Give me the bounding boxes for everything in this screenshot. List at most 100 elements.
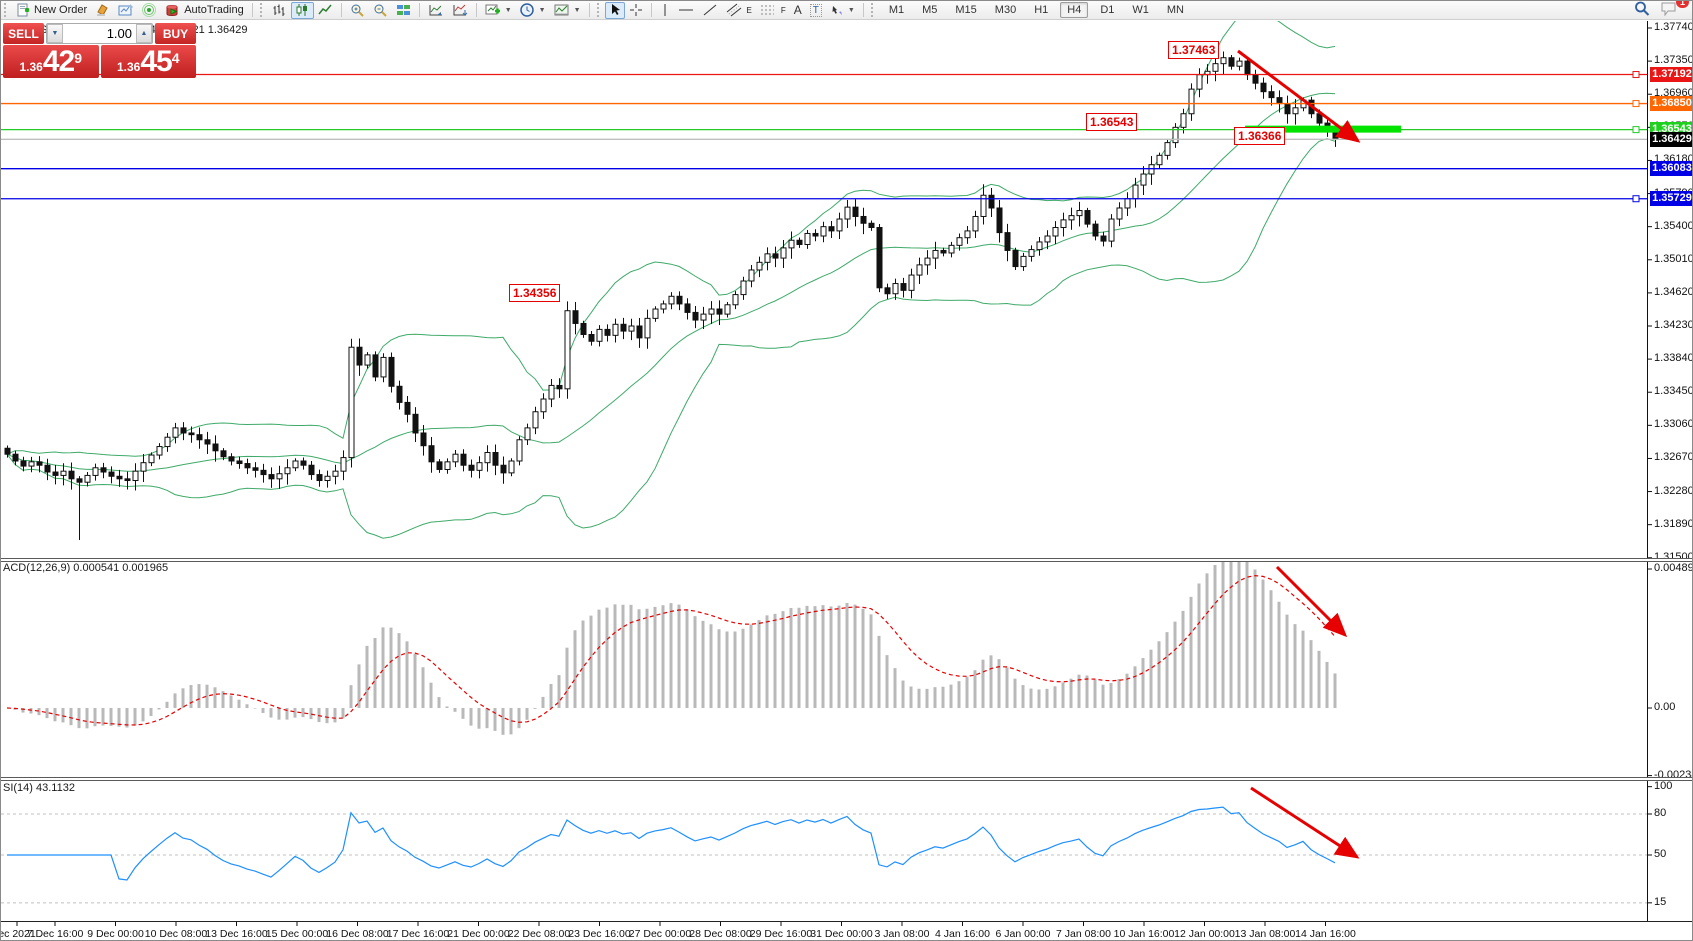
publish-chart-button[interactable] <box>114 2 138 19</box>
price-annotation-1.34356[interactable]: 1.34356 <box>509 284 561 302</box>
green-support-zone[interactable] <box>1245 125 1401 133</box>
price-annotation-1.37463[interactable]: 1.37463 <box>1168 41 1220 59</box>
templates-button[interactable]: ▼ <box>550 2 585 19</box>
time-label: 3 Jan 08:00 <box>874 928 930 940</box>
trend-arrow-rsi[interactable] <box>1250 786 1360 859</box>
buy-price-display[interactable]: 1.36 45 4 <box>100 45 196 78</box>
publish-chart-icon <box>118 3 134 17</box>
price-tick: 1.37350 <box>1654 54 1693 67</box>
zoom-in-button[interactable] <box>346 2 369 19</box>
zoom-out-button[interactable] <box>369 2 392 19</box>
timeframe-mn[interactable]: MN <box>1166 4 1184 16</box>
volume-increase-button[interactable]: ▲ <box>136 24 152 43</box>
arrows-caret[interactable]: ▼ <box>847 6 855 14</box>
fibo-letter: F <box>780 5 786 15</box>
trendline-button[interactable] <box>698 2 722 19</box>
notification-count-badge: 1 <box>1675 1 1689 8</box>
price-tick: 1.32280 <box>1654 484 1693 497</box>
price-tick: 1.35400 <box>1654 219 1693 232</box>
autotrading-icon <box>165 3 181 17</box>
period-caret[interactable]: ▼ <box>538 6 546 14</box>
buy-price-big: 45 <box>140 45 172 78</box>
timeframe-m1[interactable]: M1 <box>888 4 905 16</box>
autotrading-button[interactable]: AutoTrading <box>161 2 248 19</box>
add-chart-caret[interactable]: ▼ <box>504 6 512 14</box>
search-icon[interactable] <box>1634 1 1650 19</box>
trend-arrow-macd[interactable] <box>1275 565 1348 638</box>
highlight-button[interactable] <box>91 2 114 19</box>
equidistant-channel-button[interactable]: E <box>722 2 756 19</box>
fibonacci-button[interactable]: F <box>756 2 790 19</box>
timeframe-toolbar: M1 M5 M15 M30 H1 H4 D1 W1 MN <box>879 2 1194 18</box>
timeframe-h1[interactable]: H1 <box>1034 4 1049 16</box>
macd-tick: 0.004899 <box>1654 562 1692 574</box>
arrows-button[interactable]: ▼ <box>826 2 859 19</box>
indicator-list-button[interactable] <box>448 2 472 19</box>
time-label: 13 Jan 08:00 <box>1234 928 1296 940</box>
price-badge-1.37192: 1.37192 <box>1650 67 1692 83</box>
indicators-button[interactable] <box>424 2 448 19</box>
price-tick: 1.33060 <box>1654 418 1693 431</box>
vertical-line-icon <box>660 3 670 17</box>
bars-chart-button[interactable] <box>268 2 291 19</box>
timeframe-m15[interactable]: M15 <box>955 4 977 16</box>
buy-price-small: 1.36 <box>116 60 141 74</box>
time-label: 7 Jan 08:00 <box>1056 928 1111 940</box>
time-label: 10 Dec 08:00 <box>144 928 208 940</box>
crosshair-button[interactable] <box>625 2 647 19</box>
price-tick: 1.33840 <box>1654 352 1693 365</box>
macd-label: ACD(12,26,9) 0.000541 0.001965 <box>3 562 169 574</box>
period-button[interactable]: ▼ <box>516 2 550 19</box>
buy-button[interactable]: BUY <box>155 23 196 44</box>
new-order-button[interactable]: New Order <box>12 2 91 19</box>
period-clock-icon <box>519 3 535 17</box>
price-tick: 1.34230 <box>1654 318 1693 331</box>
bollinger-bands <box>6 21 1336 539</box>
timeframe-m30[interactable]: M30 <box>994 4 1017 16</box>
timeframe-h4[interactable]: H4 <box>1060 2 1089 18</box>
horizontal-level-lines[interactable] <box>1 71 1647 203</box>
price-annotation-1.36366[interactable]: 1.36366 <box>1234 127 1286 145</box>
volume-decrease-button[interactable]: ▼ <box>47 24 63 43</box>
price-annotation-1.36543[interactable]: 1.36543 <box>1086 113 1138 131</box>
new-order-icon <box>16 3 31 17</box>
timeframe-m5[interactable]: M5 <box>922 4 938 16</box>
timeframe-d1[interactable]: D1 <box>1100 4 1115 16</box>
sell-button[interactable]: SELL <box>3 23 44 44</box>
candles-chart-icon <box>295 3 310 17</box>
text-label-button[interactable]: T <box>806 2 826 19</box>
time-label: 29 Dec 16:00 <box>749 928 813 940</box>
vertical-line-button[interactable] <box>656 2 674 19</box>
trend-arrow-main[interactable] <box>1237 49 1361 143</box>
signals-button[interactable] <box>138 2 161 19</box>
candles <box>4 51 1339 540</box>
cursor-icon <box>609 3 621 17</box>
line-chart-button[interactable] <box>314 2 337 19</box>
price-badge-1.36083: 1.36083 <box>1650 161 1692 177</box>
tile-windows-button[interactable] <box>392 2 415 19</box>
cursor-button[interactable] <box>604 1 625 19</box>
signals-icon <box>142 3 157 17</box>
time-label: ec 2021 <box>0 928 36 940</box>
volume-input[interactable] <box>63 24 136 43</box>
candles-chart-button[interactable] <box>290 1 314 19</box>
toolbar-drag-handle[interactable] <box>4 3 9 17</box>
add-chart-button[interactable]: ▼ <box>481 2 516 19</box>
horizontal-line-icon <box>678 3 694 17</box>
templates-caret[interactable]: ▼ <box>573 6 581 14</box>
macd-pane-separator[interactable] <box>1 558 1692 562</box>
timeframe-w1[interactable]: W1 <box>1132 4 1149 16</box>
sell-price-display[interactable]: 1.36 42 9 <box>3 45 99 78</box>
text-button[interactable]: A <box>790 2 806 19</box>
horizontal-line-button[interactable] <box>674 2 698 19</box>
price-tick: 1.35010 <box>1654 252 1693 265</box>
price-tick: 1.31890 <box>1654 517 1693 530</box>
price-tick: 1.37740 <box>1654 21 1693 33</box>
line-chart-icon <box>318 3 333 17</box>
zoom-out-icon <box>373 3 388 17</box>
rsi-pane-separator[interactable] <box>1 777 1692 781</box>
notifications-button[interactable]: 1 <box>1660 1 1689 19</box>
equidistant-channel-icon <box>726 3 744 17</box>
